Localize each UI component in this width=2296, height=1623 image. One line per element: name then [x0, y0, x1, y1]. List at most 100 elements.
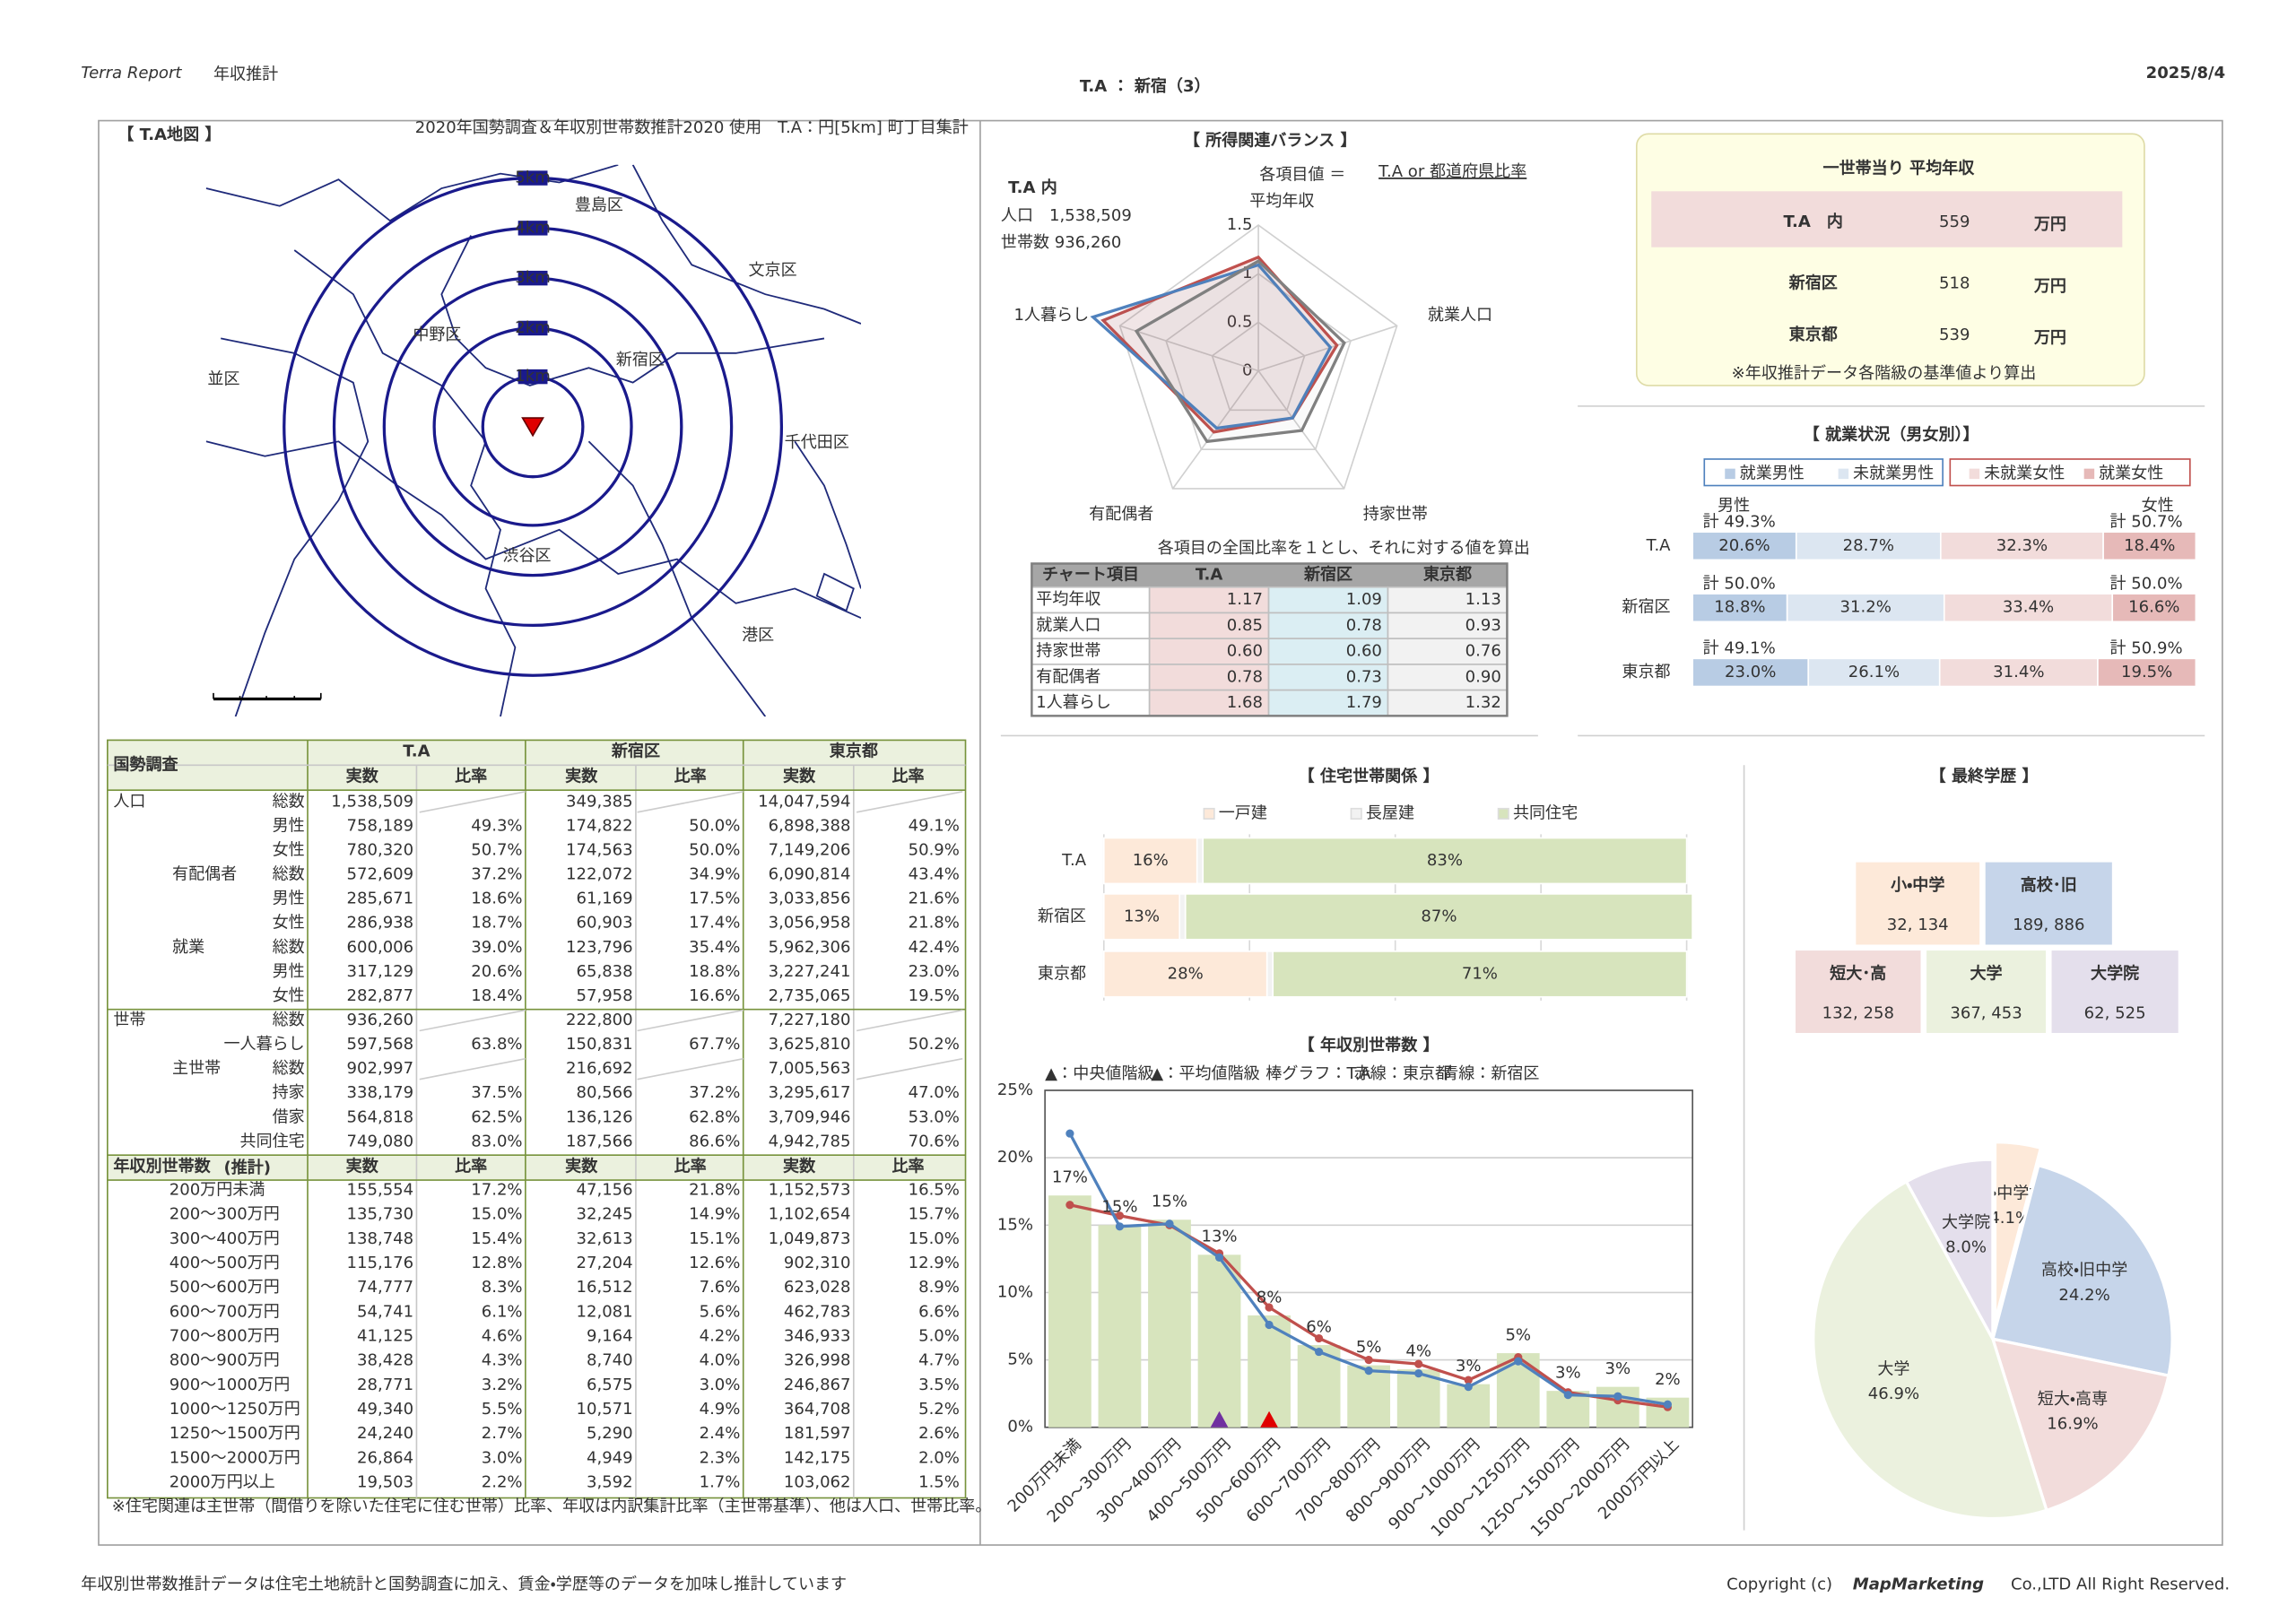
table-value: 1.32 — [1465, 693, 1501, 712]
summary-unit: 万円 — [2033, 277, 2066, 296]
table-col-head: 比率 — [455, 766, 487, 785]
ratio-cell: 49.1% — [909, 816, 960, 835]
ratio-cell: 4.2% — [700, 1327, 741, 1346]
place-label: 文京区 — [748, 261, 796, 280]
row-subgroup: 主世帯 — [172, 1059, 221, 1078]
spoke — [1257, 325, 1397, 372]
count-cell: 54,741 — [357, 1302, 413, 1321]
ring-label: 5km — [515, 169, 551, 187]
radar-line — [1100, 255, 1339, 434]
table-cell-bg — [1387, 612, 1509, 640]
bar-segment — [1196, 837, 1205, 885]
count-cell: 7,227,180 — [769, 1011, 851, 1029]
table-area: T.A — [403, 742, 430, 761]
bar-segment — [1692, 593, 1788, 623]
spoke — [1119, 325, 1259, 372]
count-cell: 24,240 — [357, 1424, 413, 1443]
chart-title: 【 就業状況（男女別）】 — [1804, 425, 1979, 445]
ratio-cell: 37.5% — [471, 1083, 522, 1102]
bar-segment — [1938, 657, 2099, 688]
legend-label: 棒グラフ：T.A — [1265, 1064, 1371, 1083]
spoke — [1171, 370, 1259, 490]
point — [1315, 1333, 1324, 1343]
row-label: 1人暮らし — [1036, 693, 1111, 712]
data-label: 31.4% — [1993, 663, 2044, 681]
grid-line — [1118, 224, 1398, 490]
edu-count: 367, 453 — [1950, 1004, 2022, 1023]
row-group: 世帯 — [113, 1011, 145, 1029]
footer-note: 年収別世帯数推計データは住宅土地統計と国勢調査に加え、賃金・学歴等のデータを加味… — [81, 1575, 847, 1593]
row-label: 1250～1500万円 — [170, 1424, 300, 1443]
row-label: 1000～1250万円 — [170, 1400, 300, 1419]
ratio-cell: 37.2% — [689, 1083, 740, 1102]
blank-cell-slash — [419, 791, 526, 813]
group-label: 男性 — [1718, 496, 1750, 515]
blank-cell-slash — [637, 1009, 744, 1032]
point — [1364, 1367, 1373, 1376]
footer-rights: Co.,LTD All Right Reserved. — [2011, 1575, 2230, 1593]
row-label: 女性 — [273, 986, 305, 1005]
ratio-cell: 2.3% — [700, 1448, 741, 1467]
table-header-bg — [107, 1155, 966, 1181]
row-label: 900～1000万円 — [170, 1376, 291, 1394]
map-title: 【 T.A地図 】 — [117, 125, 221, 144]
ring-tag — [517, 320, 548, 336]
row-label: 200万円未満 — [170, 1181, 265, 1200]
bar — [1098, 1225, 1142, 1428]
legend-label: 共同住宅 — [1513, 803, 1578, 822]
row-label: 総数 — [273, 1059, 305, 1078]
road — [587, 440, 767, 717]
table-col-head: 比率 — [891, 766, 924, 785]
ratio-cell: 1.5% — [918, 1472, 960, 1491]
row-label: 持家 — [273, 1083, 305, 1102]
ring-label: 4km — [515, 218, 551, 237]
point — [1364, 1355, 1373, 1365]
ratio-cell: 12.6% — [689, 1254, 740, 1272]
table-cell-bg — [1267, 612, 1389, 640]
count-cell: 1,102,654 — [769, 1205, 851, 1224]
ratio-cell: 3.0% — [482, 1448, 523, 1467]
ring-label: 3km — [515, 268, 551, 287]
ratio-cell: 49.3% — [471, 816, 522, 835]
count-cell: 338,179 — [347, 1083, 414, 1102]
count-cell: 16,512 — [577, 1278, 633, 1297]
footnote: 各項目の全国比率を１とし、それに対する値を算出 — [1158, 539, 1530, 558]
group-label: 女性 — [2142, 496, 2174, 515]
table-cell-bg — [1148, 612, 1270, 640]
data-label: 3% — [1605, 1359, 1631, 1378]
summary-highlight — [1651, 191, 2123, 247]
ratio-cell: 21.8% — [909, 914, 960, 933]
bar-segment — [1795, 531, 1942, 561]
edu-count: 62, 525 — [2084, 1004, 2146, 1023]
table-value: 0.60 — [1346, 642, 1382, 661]
ratio-cell: 12.9% — [909, 1254, 960, 1272]
scale-bar-ticks — [213, 692, 322, 699]
brand: Terra Report — [81, 64, 182, 82]
road — [440, 235, 825, 386]
edu-box — [2051, 950, 2179, 1033]
category-label: 東京都 — [1622, 663, 1670, 681]
count-cell: 7,005,563 — [769, 1059, 851, 1078]
radar-line — [1134, 259, 1346, 444]
category-label: 新宿区 — [1622, 598, 1670, 617]
count-cell: 47,156 — [577, 1181, 633, 1200]
count-cell: 9,164 — [587, 1327, 633, 1346]
table-head: 新宿区 — [1303, 565, 1352, 585]
count-cell: 758,189 — [347, 816, 414, 835]
count-cell: 572,609 — [347, 865, 414, 884]
ring-label: 2km — [515, 318, 551, 337]
r-tick-label: 1.5 — [1227, 215, 1253, 234]
ratio-cell: 5.6% — [700, 1302, 741, 1321]
bar-segment — [1272, 950, 1688, 998]
data-label: 26.1% — [1848, 663, 1900, 681]
count-cell: 27,204 — [577, 1254, 633, 1272]
ratio-cell: 62.8% — [689, 1107, 740, 1126]
row-label: 総数 — [273, 865, 305, 884]
edu-name: 短大･高 — [1830, 963, 1886, 983]
axis-label: 有配偶者 — [1089, 505, 1153, 524]
ring-tag — [517, 270, 548, 286]
slice-label: 大学院 — [1942, 1213, 1990, 1232]
count-cell: 286,938 — [347, 914, 414, 933]
